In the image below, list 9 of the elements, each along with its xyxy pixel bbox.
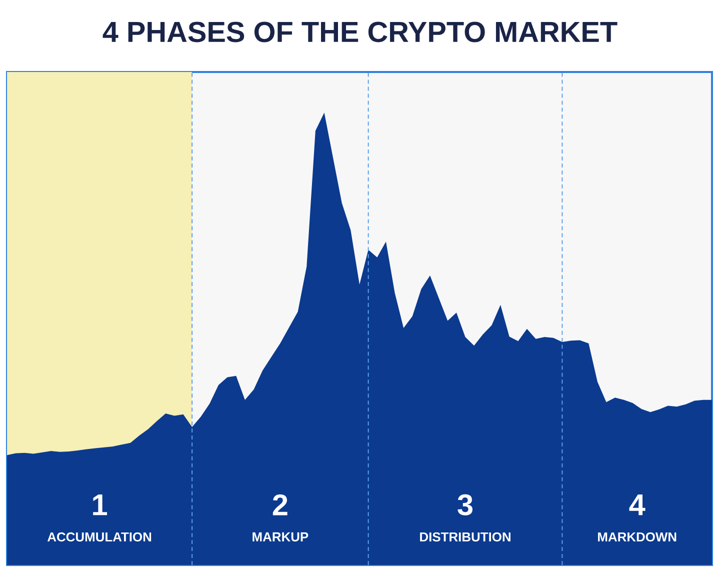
annotation: 2 xyxy=(272,494,288,516)
annotation: MARKUP xyxy=(252,532,308,542)
annotation: ACCUMULATION xyxy=(47,532,152,542)
annotation: 1 xyxy=(93,494,108,516)
chart-title: 4 PHASES OF THE CRYPTO MARKET xyxy=(102,22,618,42)
annotation: DISTRIBUTION xyxy=(420,532,510,542)
annotation: 3 xyxy=(458,494,472,516)
annotation: 4 xyxy=(629,494,646,516)
annotation: MARKDOWN xyxy=(598,532,676,542)
